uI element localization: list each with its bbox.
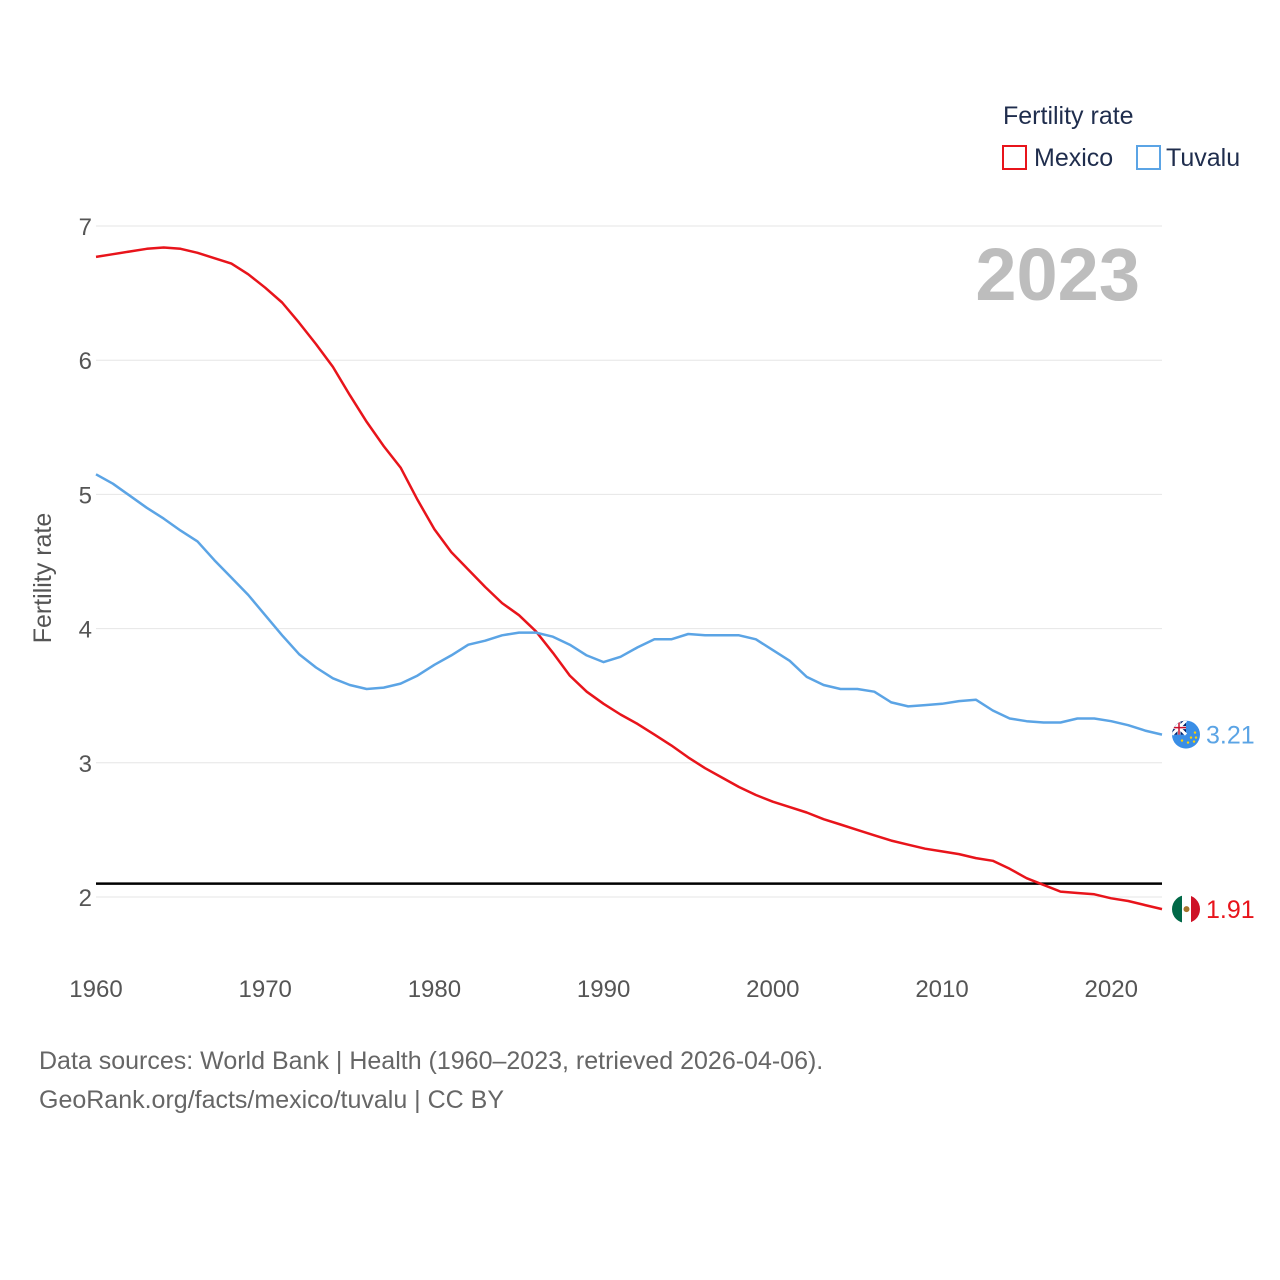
- legend-label-tuvalu[interactable]: Tuvalu: [1166, 144, 1240, 172]
- end-value-mexico: 1.91: [1206, 896, 1255, 924]
- y-tick-label: 6: [79, 348, 92, 375]
- tuvalu-flag-icon: [1172, 720, 1200, 749]
- series-line-mexico[interactable]: [95, 246, 1163, 911]
- x-axis-ticks: 1960 1970 1980 1990 2000 2010 2020: [69, 976, 1138, 1003]
- legend-title: Fertility rate: [1003, 102, 1134, 130]
- grid-lines: [96, 225, 1162, 898]
- legend-label-mexico[interactable]: Mexico: [1034, 144, 1113, 172]
- x-tick-label: 1970: [239, 976, 292, 1003]
- y-tick-label: 7: [79, 214, 92, 241]
- y-tick-label: 2: [79, 885, 92, 912]
- x-tick-label: 2000: [746, 976, 799, 1003]
- series-line-tuvalu[interactable]: [95, 473, 1163, 736]
- series-lines: [95, 246, 1163, 911]
- end-value-tuvalu: 3.21: [1206, 722, 1255, 750]
- legend-swatch-mexico[interactable]: [1002, 145, 1027, 170]
- data-source-text: Data sources: World Bank | Health (1960–…: [39, 1047, 823, 1075]
- x-tick-label: 1980: [408, 976, 461, 1003]
- legend-swatch-tuvalu[interactable]: [1136, 145, 1161, 170]
- x-tick-label: 1960: [69, 976, 122, 1003]
- x-tick-label: 2010: [915, 976, 968, 1003]
- credit-link[interactable]: GeoRank.org/facts/mexico/tuvalu | CC BY: [39, 1086, 504, 1114]
- x-tick-label: 1990: [577, 976, 630, 1003]
- year-watermark: 2023: [975, 233, 1140, 316]
- y-tick-label: 5: [79, 482, 92, 509]
- x-tick-label: 2020: [1085, 976, 1138, 1003]
- y-axis-ticks: 2 3 4 5 6 7: [79, 214, 92, 912]
- y-tick-label: 3: [79, 751, 92, 778]
- legend: Fertility rate Mexico Tuvalu: [1002, 102, 1240, 172]
- mexico-flag-icon: [1172, 895, 1200, 924]
- y-tick-label: 4: [79, 617, 92, 644]
- y-axis-title: Fertility rate: [29, 513, 57, 644]
